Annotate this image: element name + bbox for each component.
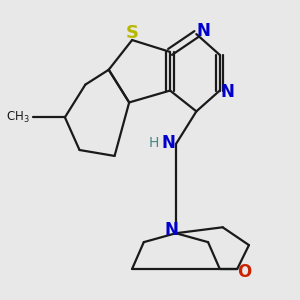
Text: N: N — [220, 83, 234, 101]
Text: S: S — [126, 24, 139, 42]
Text: O: O — [237, 263, 252, 281]
Text: N: N — [162, 134, 176, 152]
Text: CH$_3$: CH$_3$ — [6, 110, 30, 125]
Text: H: H — [149, 136, 159, 150]
Text: N: N — [197, 22, 211, 40]
Text: N: N — [165, 221, 178, 239]
